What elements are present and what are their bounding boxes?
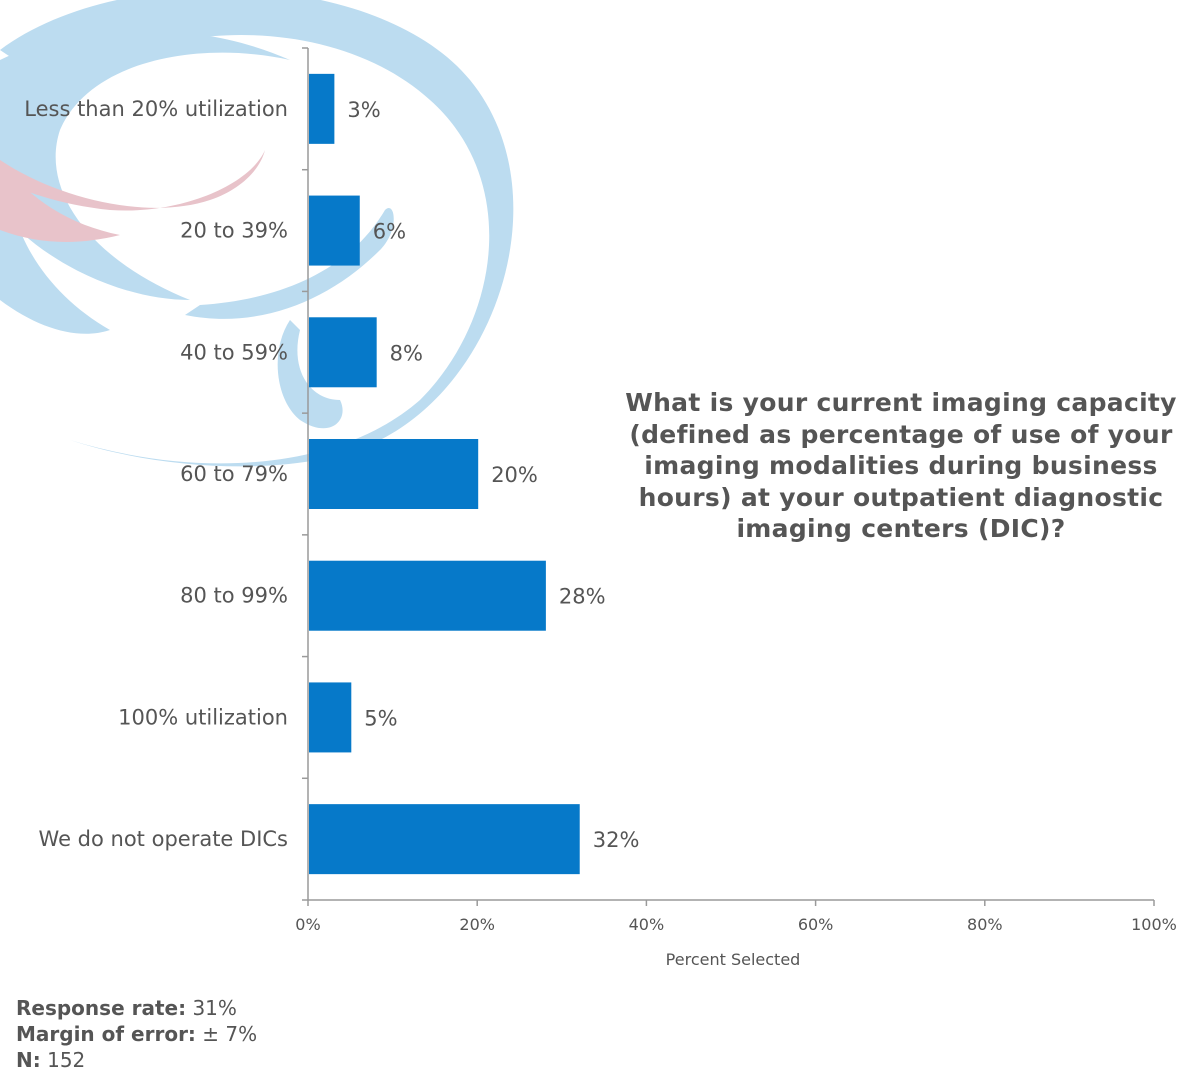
data-label: 32%: [593, 828, 640, 852]
chart-title: What is your current imaging capacity (d…: [625, 388, 1177, 543]
category-label: 20 to 39%: [180, 219, 288, 243]
x-tick-label: 60%: [798, 915, 834, 934]
survey-footer: Response rate: 31% Margin of error: ± 7%…: [16, 995, 257, 1073]
category-label: 60 to 79%: [180, 462, 288, 486]
data-label: 3%: [347, 98, 380, 122]
margin-of-error-value: ± 7%: [202, 1022, 258, 1046]
category-label: Less than 20% utilization: [24, 97, 288, 121]
x-tick-label: 20%: [459, 915, 495, 934]
response-rate-line: Response rate: 31%: [16, 995, 257, 1021]
bar: [309, 439, 479, 509]
margin-of-error-line: Margin of error: ± 7%: [16, 1021, 257, 1047]
response-rate-value: 31%: [192, 996, 237, 1020]
sample-size-label: N:: [16, 1048, 41, 1072]
category-label: 80 to 99%: [180, 584, 288, 608]
axes: 0% 20% 40% 60% 80% 100% Percent Selected: [295, 47, 1177, 969]
bar: [309, 317, 377, 388]
category-label: 40 to 59%: [180, 340, 288, 364]
sample-size-value: 152: [47, 1048, 86, 1072]
bar: [309, 560, 546, 631]
bar: [309, 682, 352, 753]
bar: [309, 73, 335, 144]
margin-of-error-label: Margin of error:: [16, 1022, 196, 1046]
background-swirl-graphic: [0, 0, 514, 467]
data-label: 6%: [373, 220, 406, 244]
bar: [309, 804, 580, 875]
data-label: 5%: [364, 706, 397, 730]
labels: Less than 20% utilization 3% 20 to 39% 6% 40…: [24, 97, 639, 852]
x-tick-label: 40%: [629, 915, 665, 934]
x-axis-title: Percent Selected: [666, 950, 801, 969]
data-label: 20%: [491, 463, 538, 487]
response-rate-label: Response rate:: [16, 996, 187, 1020]
data-label: 28%: [559, 585, 606, 609]
category-label: 100% utilization: [118, 705, 288, 729]
x-tick-label: 100%: [1131, 915, 1177, 934]
x-tick-label: 80%: [967, 915, 1003, 934]
bars: [309, 73, 580, 875]
x-tick-label: 0%: [295, 915, 320, 934]
data-label: 8%: [390, 341, 423, 365]
bar: [309, 195, 360, 266]
category-label: We do not operate DICs: [39, 827, 288, 851]
sample-size-line: N: 152: [16, 1047, 257, 1073]
